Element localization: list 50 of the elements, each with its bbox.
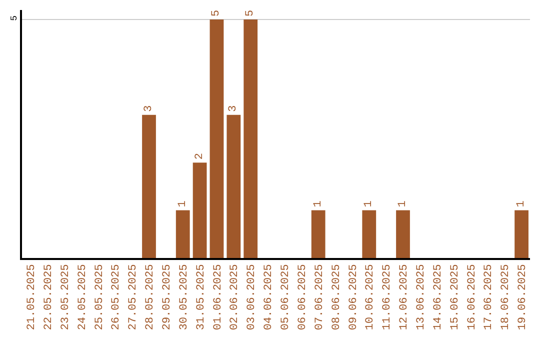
x-tick-label: 18.06.2025 <box>500 264 512 330</box>
data-label: 2 <box>194 153 206 160</box>
x-tick-label: 23.05.2025 <box>60 264 72 330</box>
x-tick-label: 19.06.2025 <box>517 264 530 330</box>
data-label: 1 <box>516 200 528 208</box>
data-label: 1 <box>176 200 189 208</box>
data-label: 1 <box>397 200 409 208</box>
x-tick-label: 26.05.2025 <box>110 264 123 330</box>
x-tick-label: 03.06.2025 <box>246 264 258 330</box>
data-label: 3 <box>228 105 240 112</box>
x-tick-label: 17.06.2025 <box>483 264 496 330</box>
bar <box>311 210 326 258</box>
bar <box>226 114 241 258</box>
x-tick-label: 12.06.2025 <box>398 264 411 330</box>
bar <box>514 210 528 258</box>
data-label: 1 <box>363 200 376 208</box>
x-tick-label: 06.06.2025 <box>296 264 309 330</box>
x-tick-label: 08.06.2025 <box>330 264 343 330</box>
x-tick-label: 27.05.2025 <box>128 264 140 330</box>
x-tick-label: 04.06.2025 <box>263 264 276 330</box>
x-tick-label: 28.05.2025 <box>144 264 157 330</box>
x-tick-label: 29.05.2025 <box>162 264 174 330</box>
x-tick-label: 21.05.2025 <box>26 264 38 330</box>
x-tick-label: 02.06.2025 <box>229 264 242 330</box>
x-tick-label: 30.05.2025 <box>178 264 190 330</box>
data-label: 5 <box>244 10 257 17</box>
x-tick-label: 13.06.2025 <box>416 264 428 330</box>
x-tick-label: 14.06.2025 <box>432 264 444 330</box>
bar <box>244 20 258 258</box>
bar <box>192 162 207 258</box>
x-tick-label: 16.06.2025 <box>466 264 478 330</box>
x-tick-label: 01.06.2025 <box>212 264 224 330</box>
x-tick-label: 11.06.2025 <box>382 264 394 330</box>
bar <box>176 210 190 258</box>
x-tick-label: 22.05.2025 <box>42 264 55 330</box>
bar <box>142 114 156 258</box>
bar <box>362 210 376 258</box>
bar <box>210 20 224 258</box>
x-tick-label: 15.06.2025 <box>449 264 462 330</box>
x-tick-label: 07.06.2025 <box>314 264 326 330</box>
x-tick-label: 25.05.2025 <box>94 264 106 330</box>
data-label: 5 <box>210 10 223 17</box>
data-label: 1 <box>312 200 324 208</box>
x-tick-label: 05.06.2025 <box>280 264 292 330</box>
x-tick-label: 31.05.2025 <box>195 264 208 330</box>
x-tick-label: 24.05.2025 <box>76 264 89 330</box>
x-tick-label: 10.06.2025 <box>364 264 377 330</box>
x-tick-label: 09.06.2025 <box>348 264 360 330</box>
data-label: 3 <box>143 105 155 112</box>
bar <box>396 210 410 258</box>
